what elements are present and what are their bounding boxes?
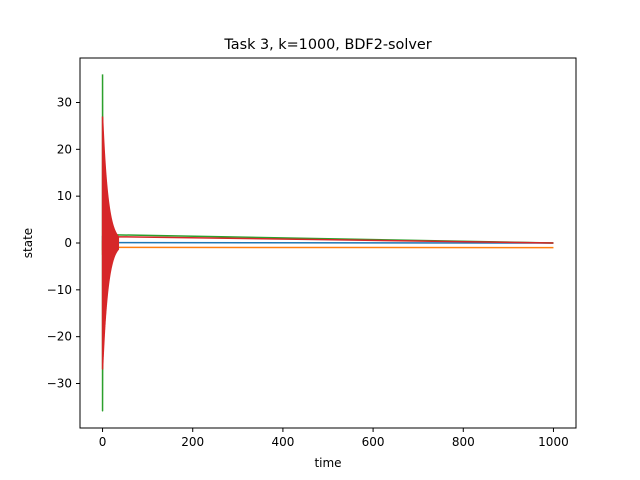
y-tick-label: −10: [47, 283, 72, 297]
x-tick-label: 200: [181, 435, 204, 449]
x-axis-ticks: 0 200 400 600 800 1000: [99, 428, 569, 449]
y-tick-label: −30: [47, 377, 72, 391]
y-tick-label: 20: [57, 142, 72, 156]
x-tick-label: 1000: [538, 435, 569, 449]
series-line-4: [101, 116, 554, 370]
x-axis-label: time: [314, 456, 341, 470]
series-layer: [101, 74, 554, 412]
y-tick-label: −20: [47, 330, 72, 344]
chart-title: Task 3, k=1000, BDF2-solver: [223, 37, 431, 53]
y-tick-label: 30: [57, 95, 72, 109]
y-tick-label: 0: [64, 236, 72, 250]
y-axis-label: state: [21, 228, 35, 258]
y-tick-label: 10: [57, 189, 72, 203]
x-tick-label: 800: [452, 435, 475, 449]
x-tick-label: 600: [362, 435, 385, 449]
x-tick-label: 0: [99, 435, 107, 449]
y-axis-ticks: −30 −20 −10 0 10 20 30: [47, 95, 80, 391]
x-tick-label: 400: [271, 435, 294, 449]
